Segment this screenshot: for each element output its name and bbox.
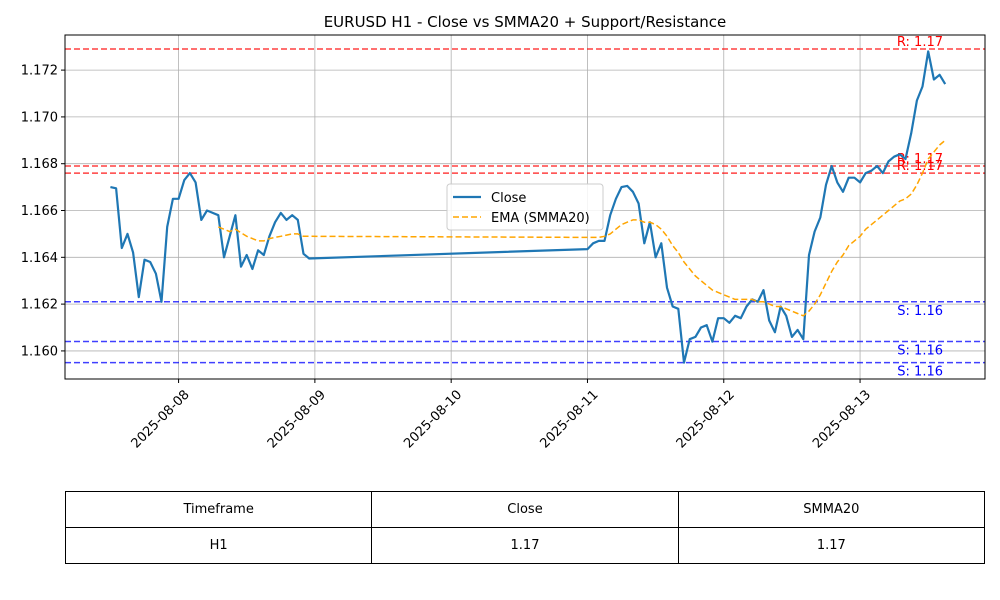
y-tick-label: 1.164	[21, 251, 58, 266]
resistance-level-label: R: 1.17	[897, 35, 943, 50]
table-header-row: Timeframe Close SMMA20	[64, 491, 986, 528]
chart-title: EURUSD H1 - Close vs SMMA20 + Support/Re…	[324, 13, 727, 31]
series-lines	[110, 50, 947, 364]
x-tick-label: 2025-08-08	[129, 387, 193, 451]
x-tick-label: 2025-08-13	[810, 387, 874, 451]
table-cell: 1.17	[371, 527, 679, 564]
y-tick-label: 1.170	[21, 110, 58, 125]
plot-frame	[64, 34, 986, 380]
table-cell: 1.17	[677, 527, 986, 564]
legend-label: EMA (SMMA20)	[491, 211, 590, 226]
support-level-label: S: 1.16	[897, 365, 943, 380]
summary-table: Timeframe Close SMMA20 H1 1.17 1.17	[64, 491, 986, 564]
y-tick-label: 1.166	[21, 204, 58, 219]
x-tick-label: 2025-08-09	[265, 387, 329, 451]
y-tick-label: 1.162	[21, 298, 58, 313]
close-series-line	[110, 50, 947, 364]
table-header-cell: SMMA20	[677, 491, 986, 528]
smma-series-line	[218, 139, 946, 317]
chart-canvas: EURUSD H1 - Close vs SMMA20 + Support/Re…	[21, 13, 986, 451]
x-tick-label: 2025-08-12	[674, 387, 738, 451]
x-tick-label: 2025-08-10	[401, 387, 465, 451]
legend-label: Close	[491, 191, 526, 206]
grid-lines	[65, 35, 985, 379]
y-tick-label: 1.172	[21, 64, 58, 79]
table-row: H1 1.17 1.17	[64, 527, 986, 564]
y-axis-ticks: 1.160 1.162 1.164 1.166 1.168 1.170 1.172	[21, 64, 65, 359]
y-tick-label: 1.168	[21, 157, 58, 172]
y-tick-label: 1.160	[21, 344, 58, 359]
legend: Close EMA (SMMA20)	[446, 183, 604, 231]
table-header-cell: Close	[371, 491, 679, 528]
table-header-cell: Timeframe	[64, 491, 373, 528]
x-tick-label: 2025-08-11	[537, 387, 601, 451]
resistance-level-label: R: 1.17	[897, 159, 943, 174]
legend-box	[446, 183, 604, 231]
support-level-label: S: 1.16	[897, 344, 943, 359]
x-axis-ticks: 2025-08-08 2025-08-09 2025-08-10 2025-08-11…	[129, 379, 874, 451]
table-cell: H1	[64, 527, 373, 564]
support-level-label: S: 1.16	[897, 304, 943, 319]
